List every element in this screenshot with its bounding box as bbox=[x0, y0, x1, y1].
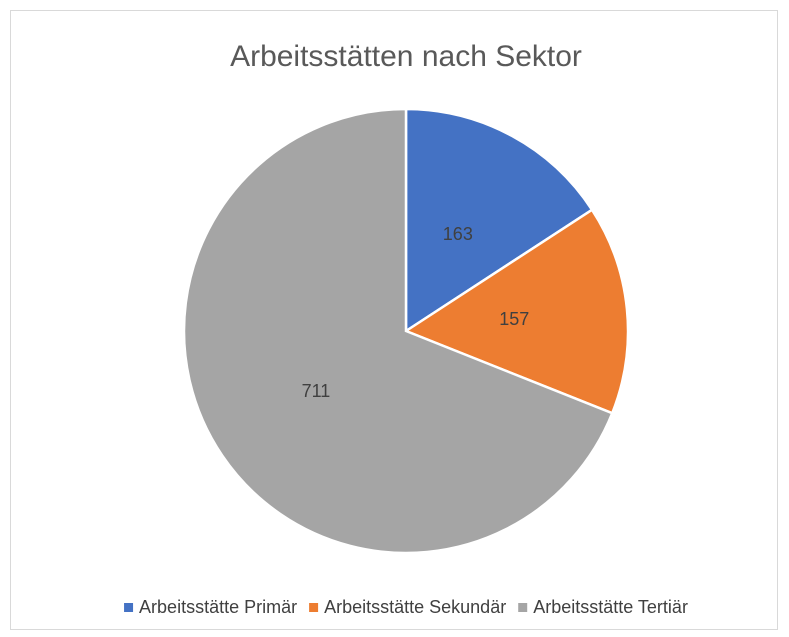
legend-swatch bbox=[309, 603, 319, 612]
pie-slice bbox=[404, 107, 594, 334]
data-label: 157 bbox=[499, 309, 529, 329]
legend-swatch bbox=[518, 603, 528, 612]
pie-slice bbox=[403, 208, 630, 415]
legend-label: Arbeitsstätte Primär bbox=[139, 597, 297, 617]
legend-label: Arbeitsstätte Sekundär bbox=[324, 597, 506, 617]
legend-swatch bbox=[124, 603, 134, 612]
pie-slice bbox=[182, 107, 614, 555]
data-label: 711 bbox=[302, 381, 331, 401]
legend-label: Arbeitsstätte Tertiär bbox=[533, 597, 688, 617]
chart-title: Arbeitsstätten nach Sektor bbox=[230, 40, 582, 73]
data-label: 163 bbox=[443, 224, 473, 244]
